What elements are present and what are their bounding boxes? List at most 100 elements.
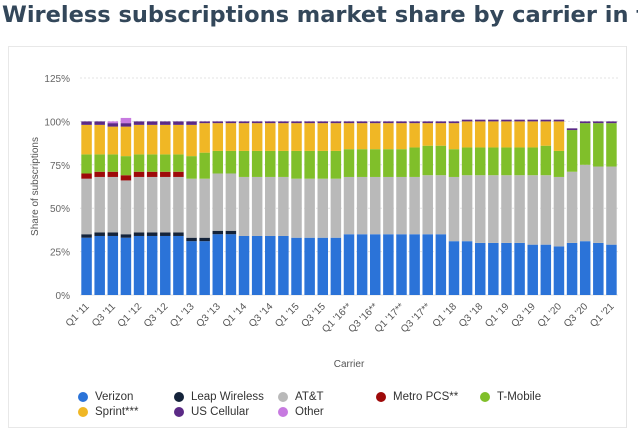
bar-segment — [120, 126, 132, 157]
bar-segment — [566, 128, 578, 131]
bar-segment — [278, 150, 289, 177]
y-tick-label: 125% — [44, 74, 70, 85]
x-tick-label: Q3 '13 — [195, 301, 224, 330]
bar-segment — [527, 121, 538, 148]
bar-segment — [396, 149, 407, 177]
bar-segment — [278, 123, 289, 151]
bar-segment — [474, 119, 486, 122]
bar-segment — [238, 150, 250, 177]
bar-segment — [330, 150, 342, 179]
bar-segment — [265, 150, 276, 177]
bar-segment — [186, 178, 197, 238]
bar-segment — [579, 241, 591, 295]
bar-segment — [265, 123, 276, 151]
x-tick-label: Q3 '14 — [247, 301, 276, 330]
bar-segment — [422, 145, 433, 176]
bar-segment — [553, 119, 565, 122]
bar-segment — [225, 121, 237, 124]
bar-segment — [540, 175, 552, 245]
bar-segment — [448, 149, 460, 177]
bar-segment — [409, 147, 420, 177]
bar-segment — [579, 164, 591, 242]
bar-segment — [146, 232, 158, 236]
bar-segment — [540, 145, 552, 176]
bar-segment — [304, 123, 315, 151]
bar-segment — [107, 121, 119, 124]
bar-segment — [186, 121, 197, 125]
bar-segment — [120, 175, 132, 181]
y-tick-label: 75% — [50, 161, 70, 172]
bar-segment — [461, 121, 473, 148]
legend-label: AT&T — [295, 391, 324, 403]
bar-segment — [199, 123, 210, 153]
bar-segment — [540, 119, 552, 122]
bar-segment — [435, 234, 447, 295]
bar-segment — [199, 237, 210, 242]
bar-segment — [330, 123, 342, 151]
x-tick-label: Q3 '12 — [142, 301, 171, 330]
bar-segment — [409, 121, 420, 124]
legend-item[interactable]: T-Mobile — [480, 391, 541, 403]
bar-segment — [265, 176, 276, 236]
legend-item[interactable]: Leap Wireless — [174, 391, 264, 403]
bar-segment — [396, 234, 407, 295]
bar-segment — [540, 244, 552, 295]
bar-segment — [422, 234, 433, 295]
bar-segment — [304, 237, 315, 295]
bar-segment — [304, 150, 315, 179]
legend-item[interactable]: US Cellular — [174, 406, 249, 418]
bar-segment — [553, 176, 565, 247]
y-tick-label: 25% — [50, 248, 70, 259]
bar-segment — [81, 234, 92, 238]
bar-segment — [107, 235, 119, 295]
bar-segment — [212, 121, 224, 124]
bar-segment — [383, 121, 394, 124]
bar-segment — [107, 154, 119, 172]
bar-segment — [396, 176, 407, 235]
bar-segment — [383, 176, 394, 235]
bar-segment — [173, 121, 184, 125]
bar-segment — [553, 150, 565, 177]
bar-segment — [501, 119, 512, 122]
x-tick-label: Q1 '12 — [116, 301, 145, 330]
legend-swatch — [78, 392, 88, 402]
bar-segment — [501, 121, 512, 148]
legend-item[interactable]: Sprint*** — [78, 406, 138, 418]
bar-segment — [265, 121, 276, 124]
bar-segment — [409, 234, 420, 295]
legend-swatch — [278, 407, 288, 417]
bar-segment — [160, 176, 171, 233]
bar-segment — [514, 175, 525, 243]
bar-segment — [593, 123, 604, 167]
legend-item[interactable]: Other — [278, 406, 324, 418]
bar-segment — [173, 124, 184, 155]
legend-item[interactable]: AT&T — [278, 391, 324, 403]
bar-segment — [146, 154, 158, 172]
bar-segment — [448, 123, 460, 150]
bar-segment — [133, 171, 145, 177]
bar-segment — [474, 242, 486, 295]
bar-segment — [107, 126, 119, 155]
legend-item[interactable]: Metro PCS** — [376, 391, 458, 403]
bar-segment — [396, 121, 407, 124]
bar-segment — [94, 171, 105, 177]
bar-segment — [435, 145, 447, 176]
bar-segment — [94, 176, 105, 233]
bar-segment — [461, 119, 473, 122]
bar-segment — [146, 124, 158, 155]
bar-segment — [251, 121, 263, 124]
bar-segment — [225, 234, 237, 295]
bar-segment — [238, 176, 250, 236]
bar-segment — [593, 242, 604, 295]
bar-segment — [501, 242, 512, 295]
bar-segment — [173, 235, 184, 295]
bar-segment — [199, 241, 210, 295]
bar-segment — [527, 147, 538, 176]
bar-segment — [199, 152, 210, 179]
bar-segment — [356, 121, 368, 124]
bar-segment — [107, 176, 119, 233]
bar-segment — [514, 119, 525, 122]
legend-item[interactable]: Verizon — [78, 391, 133, 403]
bar-segment — [593, 166, 604, 243]
bar-segment — [514, 242, 525, 295]
